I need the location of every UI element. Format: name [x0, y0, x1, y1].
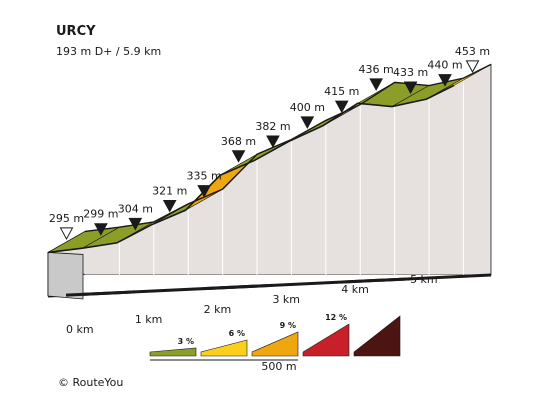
elevation-label: 400 m	[290, 101, 325, 114]
elevation-marker	[197, 185, 211, 198]
elevation-marker	[403, 81, 418, 95]
elevation-label: 436 m	[359, 63, 394, 76]
elevation-marker	[465, 60, 480, 73]
elevation-label: 295 m	[49, 212, 84, 225]
gradient-legend: 3 % 6 % 9 % 12 % 500 m	[149, 313, 401, 373]
km-tick-label: 2 km	[204, 303, 232, 316]
elevation-label: 304 m	[118, 202, 153, 215]
elevation-label: 382 m	[255, 120, 290, 133]
elevation-marker	[128, 217, 143, 231]
elevation-marker	[300, 116, 315, 129]
legend-swatch	[302, 323, 350, 357]
elevation-label: 433 m	[393, 66, 428, 79]
elevation-marker	[162, 199, 177, 213]
elevation-marker	[231, 150, 246, 163]
elevation-marker	[266, 135, 280, 149]
km-bar	[65, 290, 135, 297]
elevation-marker	[94, 223, 108, 236]
legend-swatch	[200, 339, 248, 357]
profile-back-edge	[84, 63, 492, 233]
credit-text: © RouteYou	[58, 376, 123, 389]
km-tick-label: 4 km	[341, 283, 369, 296]
elevation-marker	[369, 78, 384, 91]
legend-label: 12 %	[325, 313, 347, 322]
km-bar	[341, 277, 411, 284]
start-block	[47, 252, 84, 300]
legend-scale-label: 500 m	[261, 360, 296, 373]
elevation-label: 321 m	[152, 184, 187, 197]
legend-swatch	[149, 347, 197, 357]
elevation-label: 453 m	[455, 45, 490, 58]
profile-top-surface	[47, 63, 492, 254]
km-bar	[203, 283, 273, 291]
elevation-marker	[59, 227, 74, 240]
km-tick-label: 5 km	[410, 273, 438, 286]
elevation-marker	[334, 100, 349, 114]
km-tick-label: 3 km	[272, 293, 300, 306]
legend-label: 9 %	[280, 321, 296, 330]
km-axis: 0 km 1 km 2 km 3 km 4 km 5 km	[65, 273, 438, 336]
elevation-label: 368 m	[221, 135, 256, 148]
chart-title: URCY	[56, 24, 96, 39]
km-tick-label: 0 km	[66, 323, 94, 336]
elevation-label: 415 m	[324, 85, 359, 98]
legend-swatch	[353, 315, 401, 357]
legend-label: 6 %	[229, 329, 245, 338]
elevation-marker	[438, 74, 452, 87]
chart-subtitle: 193 m D+ / 5.9 km	[56, 45, 161, 58]
legend-swatch	[251, 331, 299, 357]
elevation-label: 335 m	[187, 170, 222, 183]
elevation-label: 299 m	[83, 208, 118, 221]
elevation-label: 440 m	[427, 59, 462, 72]
legend-label: 3 %	[178, 337, 194, 346]
profile-front-edge	[47, 84, 455, 254]
km-tick-label: 1 km	[135, 313, 163, 326]
